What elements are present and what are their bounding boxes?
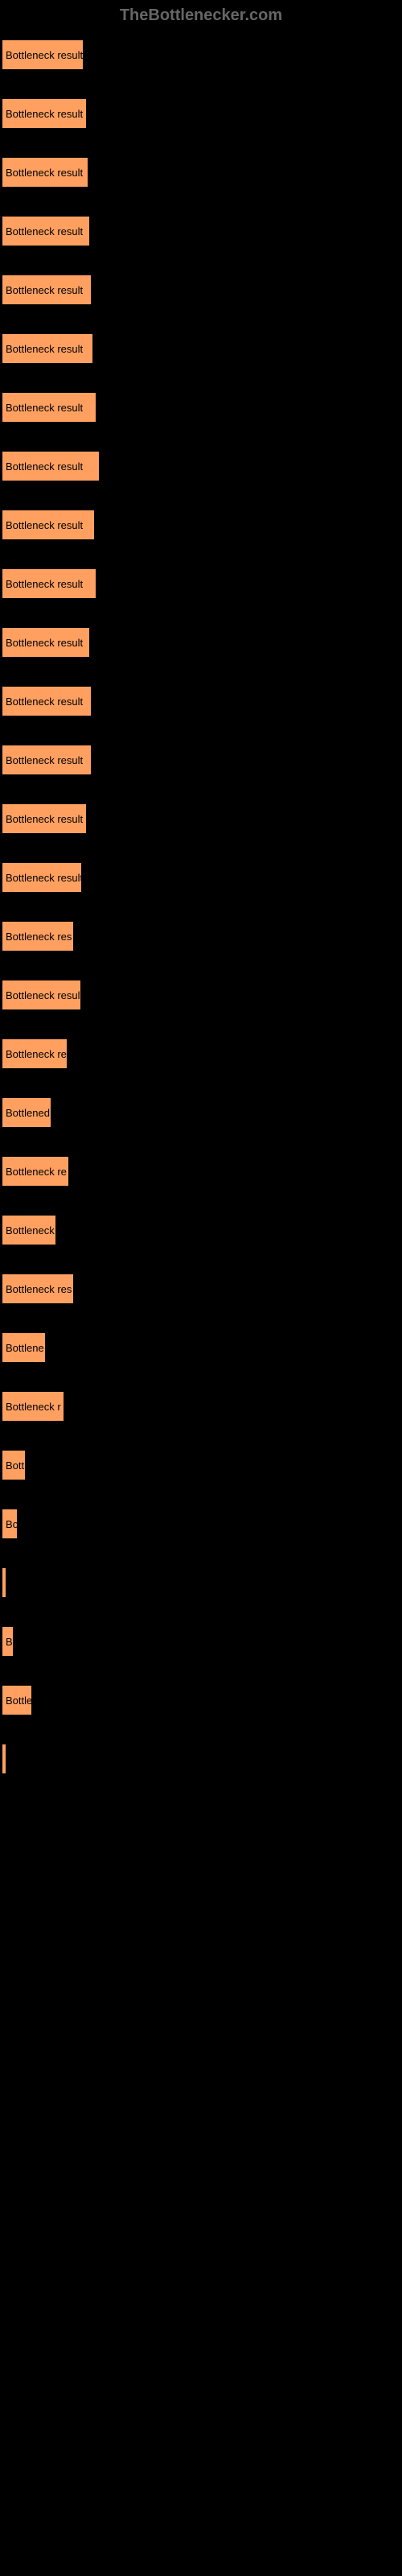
bar-label: Bottleneck result <box>6 519 83 531</box>
bar-label: Bottleneck <box>6 1224 55 1236</box>
bar-label: Bo <box>6 1518 18 1530</box>
bar: Bottleneck result <box>2 451 100 481</box>
bar-row: Bottleneck res <box>2 1274 400 1304</box>
bar-label: Bottle <box>6 1695 32 1707</box>
bar-label: Bottleneck result <box>6 284 83 296</box>
bar-label: Bottleneck result <box>6 578 83 590</box>
bar-row: Bottleneck result <box>2 510 400 540</box>
bar: Bottleneck result <box>2 510 95 540</box>
bar-row: Bottleneck result <box>2 568 400 599</box>
bar-row <box>2 1744 400 1774</box>
bar-label: Bottleneck re <box>6 1048 67 1060</box>
bar-row: Bott <box>2 1450 400 1480</box>
bar: Bott <box>2 1450 26 1480</box>
bar-row: Bottleneck result <box>2 862 400 893</box>
bar: Bottleneck r <box>2 1391 64 1422</box>
bar-row: Bottleneck result <box>2 275 400 305</box>
bar-chart: Bottleneck result Bottleneck result Bottle… <box>0 31 402 1810</box>
bar-row: Bottleneck result <box>2 745 400 775</box>
bar-label: Bottleneck result <box>6 754 83 766</box>
bar-row: Bottleneck result <box>2 216 400 246</box>
bar: Bottlene <box>2 1332 46 1363</box>
bar: Bottleneck <box>2 1215 56 1245</box>
bar <box>2 1567 6 1598</box>
bar-label: Bottleneck result <box>6 637 83 649</box>
bar: Bottleneck result <box>2 157 88 188</box>
bar: Bottleneck re <box>2 1156 69 1187</box>
bar-row: Bottleneck result <box>2 98 400 129</box>
watermark: TheBottlenecker.com <box>0 0 402 31</box>
bar-row: Bottleneck result <box>2 333 400 364</box>
bar: Bottleneck result <box>2 392 96 423</box>
bar: Bottleneck res <box>2 921 74 952</box>
bar: Bottleneck result <box>2 803 87 834</box>
bar: Bottleneck result <box>2 627 90 658</box>
bar: Bottleneck res <box>2 1274 74 1304</box>
bar: Bottleneck result <box>2 333 93 364</box>
bar: Bottleneck result <box>2 980 81 1010</box>
bar-label: Bottleneck res <box>6 931 72 943</box>
bar-row: Bottlene <box>2 1332 400 1363</box>
bar-row: Bottleneck result <box>2 451 400 481</box>
bar: Bottleneck result <box>2 745 92 775</box>
bar: Bottleneck result <box>2 39 84 70</box>
bar: Bottlened <box>2 1097 51 1128</box>
bar-label: Bottleneck result <box>6 343 83 355</box>
bar-label: Bottleneck result <box>6 989 81 1001</box>
bar-label: Bottleneck result <box>6 402 83 414</box>
bar: Bo <box>2 1509 18 1539</box>
bar-label: Bottleneck result <box>6 872 82 884</box>
bar: Bottle <box>2 1685 32 1715</box>
bar-row: Bottleneck result <box>2 627 400 658</box>
bar-label: Bottlened <box>6 1107 50 1119</box>
bar-label: Bottleneck result <box>6 460 83 473</box>
bar-label: Bottleneck r <box>6 1401 61 1413</box>
bar-row: Bottleneck result <box>2 157 400 188</box>
bar: Bottleneck result <box>2 568 96 599</box>
bar-row: Bottleneck result <box>2 803 400 834</box>
bar-label: Bottleneck result <box>6 49 83 61</box>
bar-label: Bottleneck result <box>6 696 83 708</box>
bar-label: Bottleneck res <box>6 1283 72 1295</box>
bar: B <box>2 1626 14 1657</box>
bar-label: Bottleneck result <box>6 225 83 237</box>
bar-row: Bo <box>2 1509 400 1539</box>
bar-row: Bottleneck re <box>2 1038 400 1069</box>
bar-row: Bottleneck result <box>2 392 400 423</box>
bar-row <box>2 1567 400 1598</box>
bar-row: Bottleneck result <box>2 980 400 1010</box>
bar: Bottleneck result <box>2 98 87 129</box>
watermark-text: TheBottlenecker.com <box>120 6 282 24</box>
bar-label: Bott <box>6 1459 24 1472</box>
bar-row: Bottleneck result <box>2 39 400 70</box>
bar-row: Bottleneck r <box>2 1391 400 1422</box>
bar-label: Bottleneck result <box>6 108 83 120</box>
bar-row: B <box>2 1626 400 1657</box>
bar-row: Bottleneck re <box>2 1156 400 1187</box>
bar-label: Bottlene <box>6 1342 44 1354</box>
bar: Bottleneck result <box>2 862 82 893</box>
bar-row: Bottlened <box>2 1097 400 1128</box>
bar: Bottleneck result <box>2 275 92 305</box>
bar: Bottleneck result <box>2 216 90 246</box>
bar-label: B <box>6 1636 13 1648</box>
bar-label: Bottleneck re <box>6 1166 67 1178</box>
bar-label: Bottleneck result <box>6 813 83 825</box>
bar: Bottleneck re <box>2 1038 68 1069</box>
bar-row: Bottleneck result <box>2 686 400 716</box>
bar-row: Bottleneck <box>2 1215 400 1245</box>
bar-label: Bottleneck result <box>6 167 83 179</box>
bar-row: Bottle <box>2 1685 400 1715</box>
bar-row: Bottleneck res <box>2 921 400 952</box>
bar: Bottleneck result <box>2 686 92 716</box>
bar <box>2 1744 6 1774</box>
